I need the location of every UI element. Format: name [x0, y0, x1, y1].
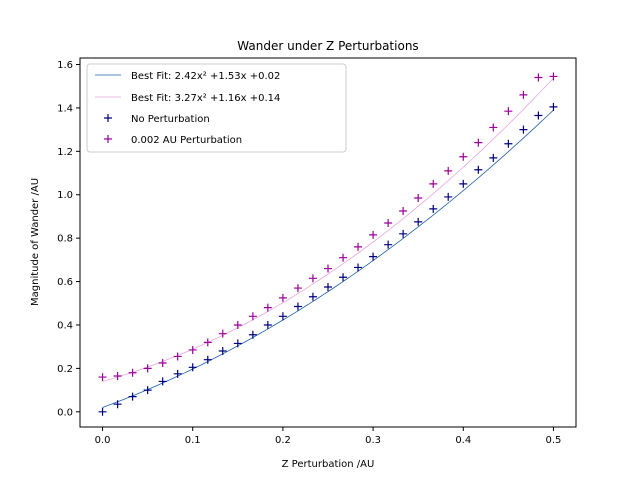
series-1-point-25 — [459, 179, 468, 188]
series-2-point-9 — [218, 329, 227, 338]
series-2-point-1 — [98, 373, 107, 382]
x-tick-label: 0.4 — [455, 435, 471, 446]
y-tick-label: 0.8 — [57, 234, 73, 245]
y-tick-label: 0.6 — [57, 277, 73, 288]
series-1-point-13 — [278, 312, 287, 321]
series-2-point-11 — [248, 312, 257, 321]
y-tick-label: 0.4 — [57, 320, 73, 331]
y-axis-ticks: 0.0 0.2 0.4 0.6 0.8 1.0 1.2 1.4 1.6 — [57, 60, 80, 418]
data-markers — [98, 72, 558, 416]
legend-label-series-1: No Perturbation — [131, 114, 210, 125]
x-tick-label: 0.0 — [95, 435, 111, 446]
series-1-point-20 — [384, 240, 393, 249]
series-1-point-4 — [143, 386, 152, 395]
series-1-point-15 — [308, 292, 317, 301]
series-1-point-5 — [158, 377, 167, 386]
series-1-point-6 — [173, 369, 182, 378]
series-2-point-5 — [158, 358, 167, 367]
series-1-point-28 — [504, 139, 513, 148]
legend-marker-series-1 — [104, 114, 112, 122]
y-tick-label: 1.2 — [57, 147, 73, 158]
series-1-point-3 — [128, 392, 137, 401]
series-2-point-24 — [444, 166, 453, 175]
series-2-point-15 — [308, 274, 317, 283]
series-2-point-6 — [173, 352, 182, 361]
chart-title: Wander under Z Perturbations — [237, 39, 418, 53]
legend-box — [86, 63, 347, 153]
x-tick-label: 0.2 — [275, 435, 291, 446]
series-1-point-9 — [218, 347, 227, 356]
x-tick-label: 0.5 — [546, 435, 562, 446]
series-2-point-12 — [263, 303, 272, 312]
x-axis-label: Z Perturbation /AU — [282, 459, 375, 470]
series-2-point-18 — [354, 242, 363, 251]
series-1-point-8 — [203, 355, 212, 364]
y-tick-label: 0.0 — [57, 407, 73, 418]
series-1-point-26 — [474, 165, 483, 174]
series-2-point-3 — [128, 368, 137, 377]
series-2-point-28 — [504, 107, 513, 116]
x-tick-label: 0.3 — [365, 435, 381, 446]
series-2-point-10 — [233, 320, 242, 329]
legend-label-fit-1: Best Fit: 2.42x² +1.53x +0.02 — [131, 71, 280, 82]
series-2-point-21 — [399, 207, 408, 216]
series-1-point-30 — [534, 111, 543, 120]
series-2-point-19 — [369, 230, 378, 239]
series-2-point-23 — [429, 179, 438, 188]
series-1-point-10 — [233, 339, 242, 348]
x-tick-label: 0.1 — [185, 435, 201, 446]
series-2-point-16 — [324, 264, 332, 273]
series-1-point-19 — [369, 252, 378, 261]
legend-label-fit-2: Best Fit: 3.27x² +1.16x +0.14 — [131, 93, 280, 104]
series-2-point-8 — [203, 338, 212, 347]
series-2-point-2 — [113, 371, 122, 380]
series-2-point-31 — [549, 72, 558, 81]
series-2-point-4 — [143, 364, 152, 373]
series-1-point-27 — [489, 153, 498, 162]
series-1-point-7 — [188, 363, 197, 372]
series-1-point-31 — [549, 102, 558, 111]
series-1-point-11 — [248, 330, 257, 339]
legend-label-series-2: 0.002 AU Perturbation — [131, 135, 242, 146]
series-2-point-17 — [339, 253, 348, 262]
series-1-point-16 — [324, 282, 332, 291]
y-tick-label: 1.4 — [57, 103, 73, 114]
series-1-point-12 — [263, 320, 272, 329]
series-2-point-25 — [459, 152, 468, 161]
series-2-point-27 — [489, 123, 498, 132]
legend: Best Fit: 2.42x² +1.53x +0.02 Best Fit: … — [86, 63, 347, 153]
series-2-point-29 — [519, 90, 528, 99]
series-1-point-17 — [339, 273, 348, 282]
y-tick-label: 1.0 — [57, 190, 73, 201]
series-2-point-20 — [384, 218, 393, 227]
y-axis-label: Magnitude of Wander /AU — [30, 178, 41, 306]
series-1-point-24 — [444, 192, 453, 201]
series-1-point-14 — [293, 302, 302, 311]
series-1-point-29 — [519, 125, 528, 134]
series-2-point-14 — [293, 284, 302, 293]
series-1-point-2 — [113, 400, 122, 409]
series-1-point-18 — [354, 263, 363, 272]
series-1-point-21 — [399, 229, 408, 238]
series-2-point-13 — [278, 293, 287, 302]
series-2-point-7 — [188, 345, 197, 354]
plot-frame — [79, 57, 577, 428]
series-1-point-1 — [98, 407, 107, 416]
series-2-point-22 — [414, 194, 423, 203]
y-tick-label: 0.2 — [57, 364, 73, 375]
series-1-point-22 — [414, 217, 423, 226]
series-2-point-26 — [474, 138, 483, 147]
x-axis-ticks: 0.0 0.1 0.2 0.3 0.4 0.5 — [95, 427, 562, 446]
legend-marker-series-2 — [104, 135, 112, 143]
series-1-point-23 — [429, 204, 438, 213]
y-tick-label: 1.6 — [57, 60, 73, 71]
series-2-point-30 — [534, 73, 543, 82]
